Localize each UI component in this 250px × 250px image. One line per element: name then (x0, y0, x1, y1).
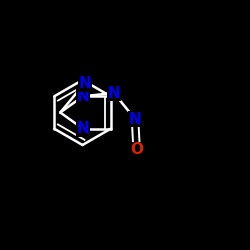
Text: N: N (108, 86, 120, 100)
Text: N: N (129, 112, 141, 126)
Text: O: O (130, 142, 143, 158)
Text: N: N (77, 89, 90, 104)
Text: N: N (77, 121, 90, 136)
Text: N: N (78, 76, 91, 91)
